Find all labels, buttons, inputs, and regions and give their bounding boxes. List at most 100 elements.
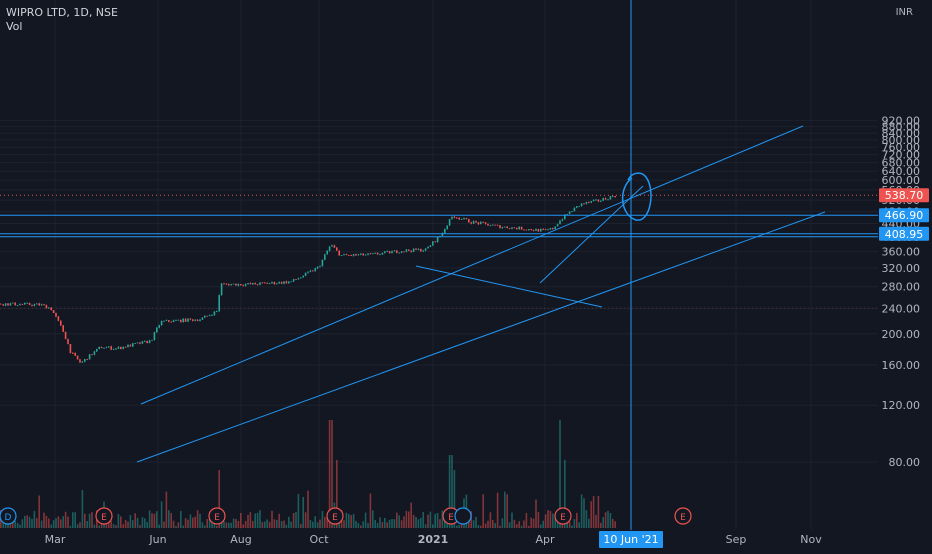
volume-bar [516,524,518,528]
volume-bar [280,521,283,528]
volume-bar [163,521,165,528]
candle-body [136,342,139,344]
earnings-marker [95,507,113,525]
candle-body [168,320,170,322]
candle-body [348,255,350,256]
volume-bar [518,521,520,528]
candle-body [340,255,343,256]
volume-bar [201,522,204,528]
volume-bar [535,499,537,528]
dividend-marker-2 [454,507,472,525]
volume-bar [554,513,556,528]
volume-bar [492,519,494,528]
candle-body [492,224,494,226]
y-tick-label: 920.00 [882,114,921,127]
volume-bar [211,521,213,528]
volume-bar [528,525,530,528]
candle-body [602,198,604,201]
level-badge-408-95: 408.95 [885,228,924,241]
volume-bar [139,525,141,528]
volume-bar [67,516,69,528]
volume-bar [117,513,120,528]
candle-body [52,310,55,314]
volume-bar [247,514,249,528]
volume-bar [141,517,144,528]
candle-body [535,229,537,231]
candle-body [172,320,175,323]
candle-body [350,255,352,256]
volume-bar [470,511,472,528]
volume-bar [403,516,405,528]
candle-body [456,217,458,219]
candle-body [244,284,247,286]
volume-bar [590,501,592,528]
candle-body [288,281,290,284]
y-tick-label: 120.00 [882,399,921,412]
volume-bar [369,493,372,528]
volume-bar [223,521,225,528]
candle-body [278,281,280,284]
x-tick-label: Apr [535,533,555,546]
volume-bar [136,517,139,528]
candle-body [580,203,583,207]
candle-body [355,254,357,256]
candle-body [391,251,393,254]
volume-bar [501,518,504,528]
candle-body [458,217,460,220]
x-tick-label: Jun [148,533,166,546]
candle-body [115,348,117,350]
candle-body [204,315,206,318]
candle-body [314,268,316,272]
volume-bar [355,520,357,528]
volume-bar [172,520,175,528]
volume-bar [252,521,254,528]
volume-bar [38,495,40,528]
y-tick-label: 360.00 [882,246,921,259]
candle-body [511,227,513,229]
earnings-marker [554,507,572,525]
candle-body [74,353,76,356]
volume-bar [456,525,458,528]
volume-bar [266,519,268,528]
volume-bar [184,518,187,528]
candle-body [360,253,362,255]
candle-body [184,318,187,322]
candle-body [163,320,165,322]
earnings-marker-label: E [214,513,220,523]
candle-body [40,304,43,306]
volume-bar [504,491,506,528]
candle-body [588,202,590,203]
volume-bar [321,511,324,528]
candle-body [405,249,408,252]
candle-body [146,341,148,344]
candle-body [69,344,72,353]
candle-body [424,248,427,251]
candle-body [460,219,463,220]
volume-bar [408,511,410,528]
candle-body [585,202,588,204]
volume-bar [254,513,256,528]
candle-body [540,229,542,232]
candle-body [307,271,309,273]
candle-body [487,223,489,226]
candle-body [232,283,235,285]
candle-body [79,359,81,363]
volume-bar [525,512,528,528]
crosshair-date-label: 10 Jun '21 [603,533,658,546]
y-tick-label: 640.00 [882,165,921,178]
volume-bar [499,525,501,528]
candle-body [331,245,333,247]
candle-body [249,283,252,285]
candle-body [156,327,158,333]
candle-body [67,339,69,345]
volume-bar [508,522,511,528]
candle-body [542,229,544,230]
volume-bar [307,490,309,528]
candle-body [388,251,391,254]
volume-bar [62,516,64,528]
volume-bar [16,522,19,528]
volume-bar [328,420,331,528]
candle-body [9,303,12,306]
